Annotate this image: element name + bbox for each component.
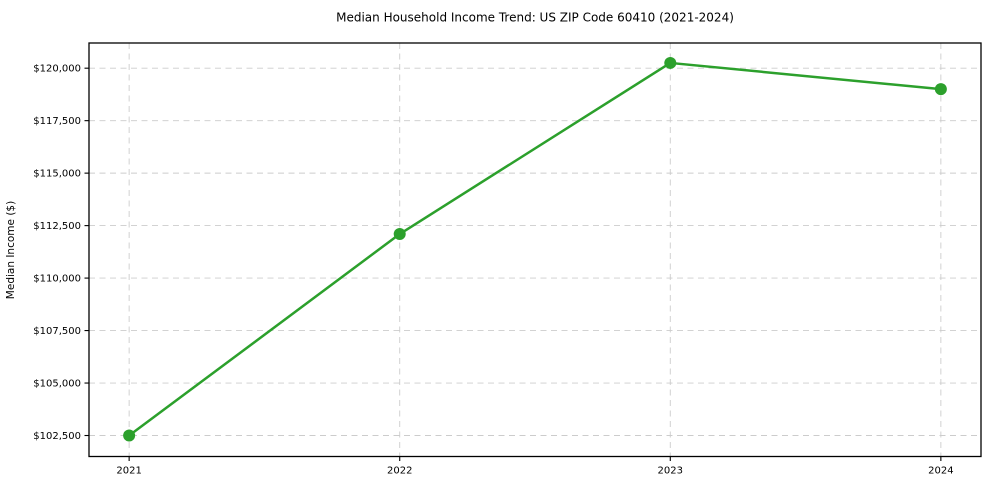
y-tick-label: $112,500 bbox=[33, 221, 81, 232]
y-tick-label: $110,000 bbox=[33, 274, 81, 285]
x-tick-label: 2023 bbox=[658, 466, 683, 477]
axes-frame bbox=[88, 42, 982, 458]
plot-area: $102,500 $105,000 $107,500 $110,000 $112,500… bbox=[33, 42, 982, 477]
y-tick-label: $117,500 bbox=[33, 116, 81, 127]
data-point-2021 bbox=[123, 429, 136, 442]
y-tick-label: $120,000 bbox=[33, 64, 81, 75]
trend-line bbox=[127, 61, 943, 437]
y-axis-title: Median Income ($) bbox=[5, 201, 17, 299]
chart-title: Median Household Income Trend: US ZIP Co… bbox=[336, 11, 734, 25]
data-point-2022 bbox=[393, 228, 406, 241]
data-point-2024 bbox=[934, 83, 947, 96]
x-tick-label: 2022 bbox=[387, 466, 412, 477]
y-tick-label: $107,500 bbox=[33, 326, 81, 337]
data-point-2023 bbox=[664, 56, 677, 69]
x-tick-label: 2021 bbox=[116, 466, 141, 477]
y-tick-label: $115,000 bbox=[33, 169, 81, 180]
x-tick-label: 2024 bbox=[928, 466, 953, 477]
y-tick-label: $102,500 bbox=[33, 431, 81, 442]
y-tick-label: $105,000 bbox=[33, 379, 81, 390]
